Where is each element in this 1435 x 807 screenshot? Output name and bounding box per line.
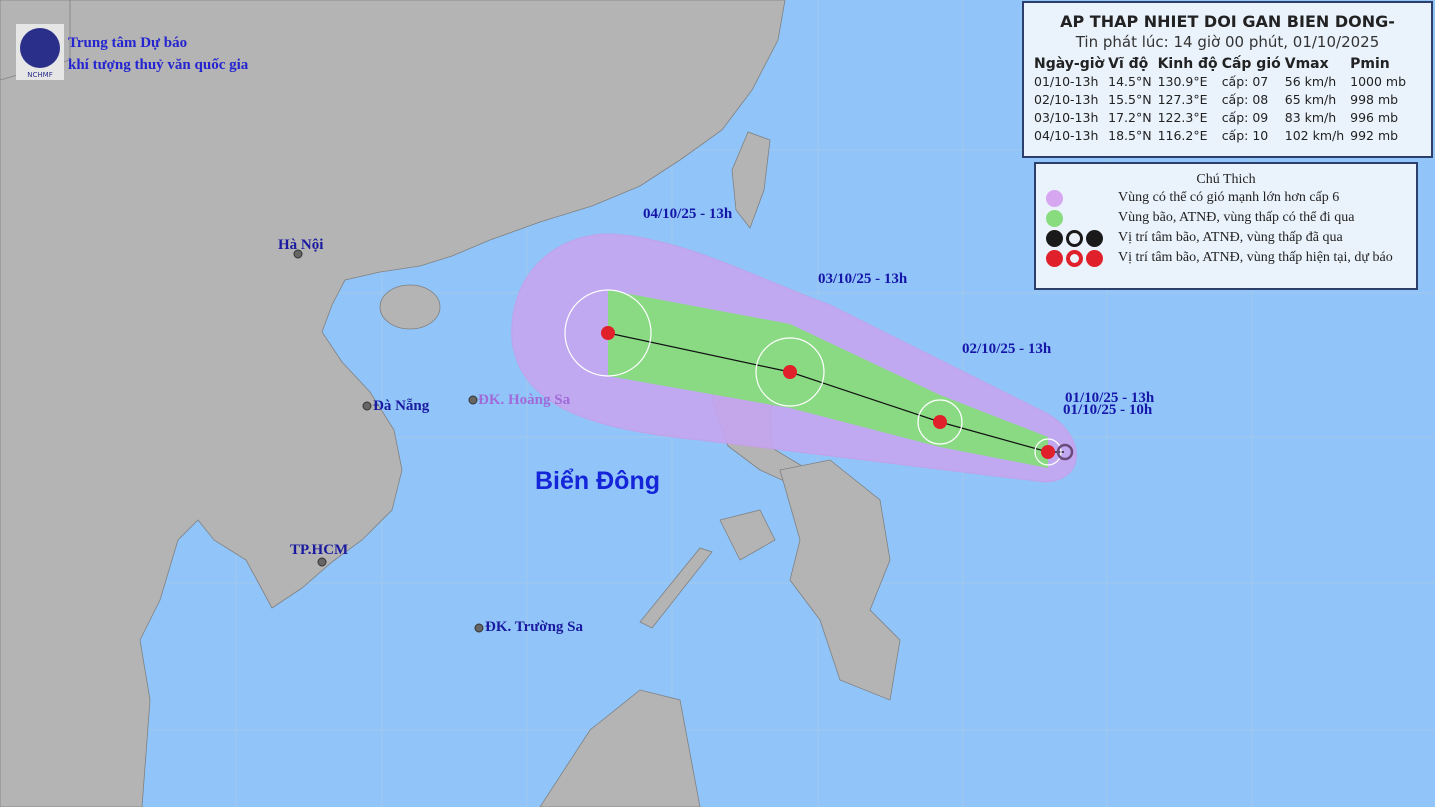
table-row: 04/10-13h 18.5°N 116.2°E cấp: 10 102 km/h 992… — [1034, 127, 1412, 145]
current-depression-icon — [1066, 249, 1083, 267]
col-header: Ngày-giờ — [1034, 56, 1105, 72]
col-header: Cấp gió — [1221, 56, 1281, 72]
col-header: Kinh độ — [1157, 56, 1218, 72]
past-depression-icon — [1066, 229, 1083, 247]
table-cell: 01/10-13h — [1034, 74, 1099, 89]
current-low-icon — [1086, 249, 1103, 267]
past-position-icon — [1056, 443, 1074, 461]
legend-label: Vị trí tâm bão, ATNĐ, vùng thấp hiện tại… — [1118, 250, 1393, 265]
legend-item: Vùng có thể có gió mạnh lớn hơn cấp 6 — [1046, 188, 1416, 208]
legend-label: Vùng có thể có gió mạnh lớn hơn cấp 6 — [1118, 190, 1340, 205]
label-bien-dong: Biển Đông — [535, 467, 660, 495]
label-truong-sa: ĐK. Trường Sa — [485, 619, 584, 635]
current-storm-icon — [1046, 249, 1063, 267]
legend-label: Vị trí tâm bão, ATNĐ, vùng thấp đã qua — [1118, 230, 1343, 245]
col-header: Vĩ độ — [1108, 56, 1149, 72]
info-title: AP THAP NHIET DOI GAN BIEN DONG- — [1060, 12, 1395, 31]
nchmf-logo: NCHMF — [16, 24, 64, 80]
track-label-01-13h: 01/10/25 - 13h — [1065, 390, 1155, 406]
table-cell: 130.9°E — [1157, 74, 1208, 89]
col-header: Pmin — [1350, 56, 1390, 72]
legend-item: Vùng bão, ATNĐ, vùng thấp có thể đi qua — [1046, 208, 1416, 228]
table-cell: 122.3°E — [1157, 110, 1208, 125]
table-cell: cấp: 09 — [1221, 110, 1269, 125]
track-label-01-10h: 01/10/25 - 10h — [1063, 402, 1153, 418]
forecast-info-box: AP THAP NHIET DOI GAN BIEN DONG- Tin phá… — [1022, 1, 1433, 158]
place-markers — [293, 249, 484, 633]
label-danang: Đà Nẵng — [373, 398, 430, 414]
storm-symbols — [601, 326, 1055, 459]
issued-time: Tin phát lúc: 14 giờ 00 phút, 01/10/2025 — [1075, 33, 1380, 51]
table-cell: 14.5°N — [1108, 74, 1152, 89]
legend-item: Vị trí tâm bão, ATNĐ, vùng thấp đã qua — [1046, 228, 1416, 248]
track-label-04: 04/10/25 - 13h — [643, 206, 733, 222]
org-line1: Trung tâm Dự báo — [68, 35, 188, 51]
table-cell: 15.5°N — [1108, 92, 1152, 107]
legend-item: Vị trí tâm bão, ATNĐ, vùng thấp hiện tại… — [1046, 248, 1416, 268]
table-cell: 18.5°N — [1108, 128, 1152, 143]
table-cell: 02/10-13h — [1034, 92, 1099, 107]
table-cell: cấp: 10 — [1221, 128, 1269, 143]
table-cell: 127.3°E — [1157, 92, 1208, 107]
svg-text:NCHMF: NCHMF — [27, 71, 52, 79]
track-label-03: 03/10/25 - 13h — [818, 271, 908, 287]
table-row: 01/10-13h 14.5°N 130.9°E cấp: 07 56 km/h 1000… — [1034, 73, 1412, 91]
table-cell: 116.2°E — [1157, 128, 1208, 143]
col-header: Vmax — [1284, 56, 1329, 72]
legend-title: Chú Thich — [1196, 172, 1256, 187]
table-cell: 56 km/h — [1284, 74, 1337, 89]
table-cell: 65 km/h — [1284, 92, 1337, 107]
label-hanoi: Hà Nội — [278, 237, 324, 253]
table-cell: 83 km/h — [1284, 110, 1337, 125]
table-cell: cấp: 08 — [1221, 92, 1269, 107]
table-cell: 998 mb — [1350, 92, 1399, 107]
table-cell: 03/10-13h — [1034, 110, 1099, 125]
past-low-icon — [1086, 229, 1103, 247]
purple-zone-icon — [1046, 189, 1063, 207]
label-hoang-sa: ĐK. Hoàng Sa — [478, 392, 571, 408]
table-cell: 992 mb — [1350, 128, 1399, 143]
past-storm-icon — [1046, 229, 1063, 247]
legend-label: Vùng bão, ATNĐ, vùng thấp có thể đi qua — [1118, 210, 1355, 225]
org-line2: khí tượng thuỷ văn quốc gia — [68, 57, 249, 73]
forecast-table: Ngày-giờ Vĩ độ Kinh độ Cấp gió Vmax Pmin 01/1… — [1034, 56, 1412, 145]
table-cell: 17.2°N — [1108, 110, 1152, 125]
label-hcm: TP.HCM — [290, 542, 349, 558]
table-row: 02/10-13h 15.5°N 127.3°E cấp: 08 65 km/h 998 … — [1034, 91, 1412, 109]
wind-radius-circles — [564, 289, 1062, 466]
track-label-02: 02/10/25 - 13h — [962, 341, 1052, 357]
legend-box: Chú Thich Vùng có thể có gió mạnh lớn hơ… — [1034, 162, 1418, 290]
green-zone-icon — [1046, 209, 1063, 227]
table-row: 03/10-13h 17.2°N 122.3°E cấp: 09 83 km/h 996 … — [1034, 109, 1412, 127]
forecast-cone — [511, 233, 1077, 483]
table-cell: cấp: 07 — [1221, 74, 1269, 89]
table-cell: 102 km/h — [1284, 128, 1345, 143]
table-cell: 1000 mb — [1350, 74, 1407, 89]
organization-name: Trung tâm Dự báo khí tượng thuỷ văn quốc … — [68, 32, 248, 76]
table-cell: 04/10-13h — [1034, 128, 1099, 143]
table-cell: 996 mb — [1350, 110, 1399, 125]
